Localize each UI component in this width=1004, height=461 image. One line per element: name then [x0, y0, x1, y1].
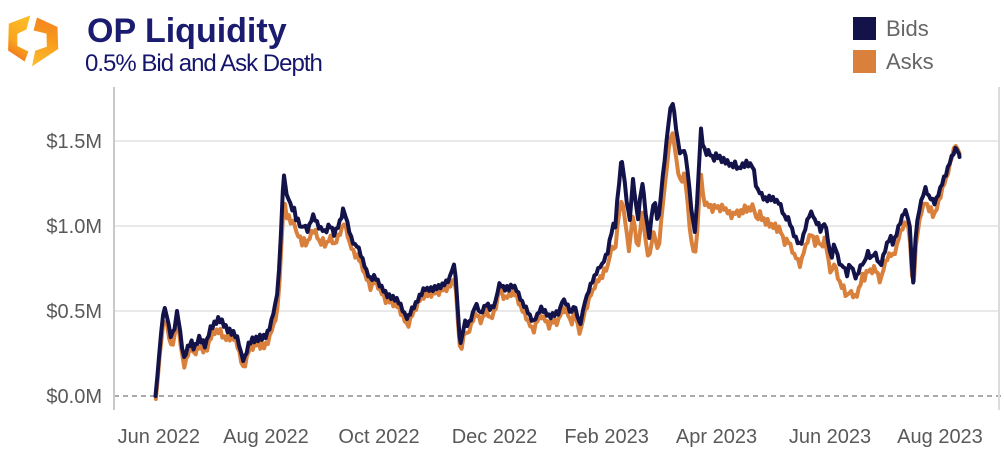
svg-text:$0.5M: $0.5M	[46, 301, 102, 323]
svg-text:$1.0M: $1.0M	[46, 216, 102, 238]
svg-text:Aug 2022: Aug 2022	[223, 426, 309, 448]
svg-text:$0.0M: $0.0M	[46, 386, 102, 408]
svg-text:Jun 2023: Jun 2023	[789, 426, 871, 448]
svg-text:Feb 2023: Feb 2023	[564, 426, 649, 448]
svg-text:Jun 2022: Jun 2022	[118, 426, 200, 448]
svg-text:Aug 2023: Aug 2023	[897, 426, 983, 448]
svg-text:Apr 2023: Apr 2023	[676, 426, 757, 448]
svg-text:0.5% Bid and Ask Depth: 0.5% Bid and Ask Depth	[85, 50, 322, 77]
svg-text:Oct 2022: Oct 2022	[338, 426, 419, 448]
svg-text:Dec 2022: Dec 2022	[452, 426, 538, 448]
svg-text:Asks: Asks	[886, 49, 934, 74]
svg-text:$1.5M: $1.5M	[46, 131, 102, 153]
svg-text:Bids: Bids	[886, 16, 929, 41]
svg-text:OP Liquidity: OP Liquidity	[87, 12, 287, 50]
